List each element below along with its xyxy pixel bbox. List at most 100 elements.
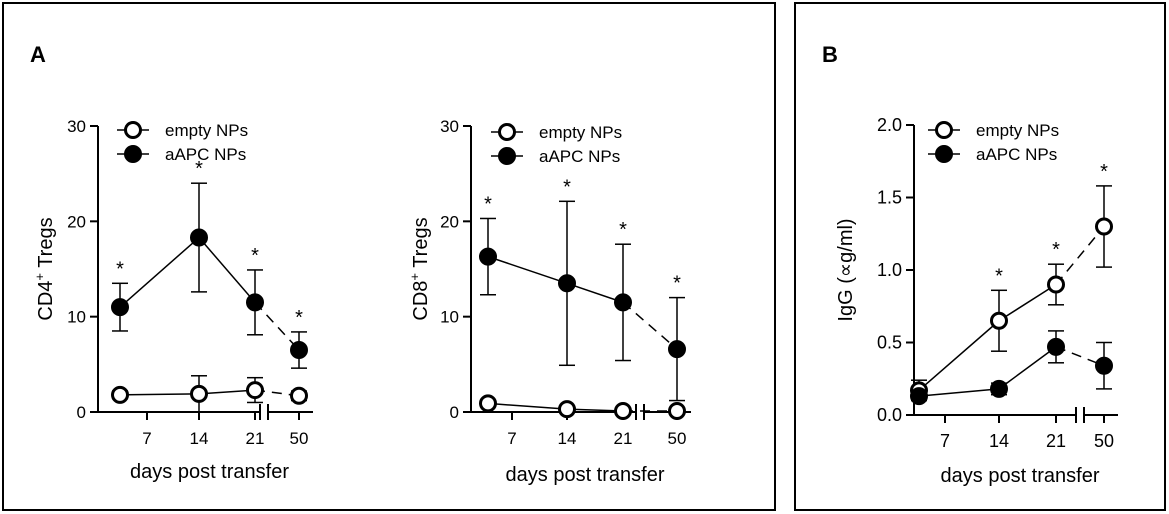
x-tick-label: 7 xyxy=(507,429,516,448)
legend-label: aAPC NPs xyxy=(976,145,1057,164)
series-empty-nps: * * * xyxy=(910,161,1113,402)
y-tick-label: 1.0 xyxy=(877,260,902,280)
data-point xyxy=(614,402,632,421)
data-point xyxy=(910,387,928,406)
significance-star: * xyxy=(673,273,681,295)
chart-3: 0.0 0.5 1.0 1.5 2.0 7 14 21 50 days post transfer… xyxy=(835,115,1118,487)
legend-marker xyxy=(498,123,516,141)
legend-marker xyxy=(935,121,953,139)
data-point xyxy=(614,293,632,312)
y-tick-label: 0.0 xyxy=(877,405,902,425)
y-axis-label: CD8+ Tregs xyxy=(407,217,432,320)
series-line xyxy=(198,237,256,303)
data-point xyxy=(990,311,1008,330)
x-axis-label: days post transfer xyxy=(506,464,665,486)
y-tick-label: 20 xyxy=(67,212,86,231)
y-tick-label: 20 xyxy=(440,212,459,231)
series-line xyxy=(1055,226,1105,285)
series-line xyxy=(566,408,624,412)
data-point xyxy=(668,402,686,421)
series-line xyxy=(918,388,1000,397)
data-point xyxy=(1095,356,1113,375)
significance-star: * xyxy=(195,158,203,180)
data-point xyxy=(1095,217,1113,236)
data-point xyxy=(190,228,208,247)
legend-item: empty NPs xyxy=(117,121,248,140)
legend-marker xyxy=(124,121,142,139)
y-tick-label: 2.0 xyxy=(877,115,902,135)
data-point xyxy=(246,293,264,312)
legend-item: empty NPs xyxy=(491,123,622,142)
x-tick-label: 7 xyxy=(940,431,950,451)
x-tick-label: 14 xyxy=(989,431,1009,451)
data-point xyxy=(190,384,208,403)
y-tick-label: 0 xyxy=(77,403,86,422)
x-axis-label: days post transfer xyxy=(941,465,1100,487)
y-tick-label: 10 xyxy=(440,308,459,327)
series-line xyxy=(487,402,568,410)
panel-a: A xyxy=(2,2,776,511)
series-line xyxy=(198,389,256,395)
significance-star: * xyxy=(295,307,303,329)
legend-label: empty NPs xyxy=(539,123,622,142)
legend-item: empty NPs xyxy=(928,121,1059,140)
series-line xyxy=(119,236,200,308)
data-point xyxy=(246,381,264,400)
series-line xyxy=(119,393,200,396)
panel-letter-b: B xyxy=(822,42,838,67)
y-axis-label-main: CD8 xyxy=(410,281,432,321)
x-axis-label: days post transfer xyxy=(130,461,289,483)
significance-star: * xyxy=(995,265,1003,287)
y-axis-label-superscript: + xyxy=(32,273,47,281)
series-line xyxy=(487,255,568,285)
y-tick-label: 1.5 xyxy=(877,188,902,208)
y-tick-label: 0.5 xyxy=(877,333,902,353)
series-line xyxy=(998,283,1057,322)
x-tick-label: 50 xyxy=(668,429,687,448)
series-line xyxy=(918,320,1000,391)
data-point xyxy=(479,394,497,413)
series-line xyxy=(566,282,624,304)
y-axis-label: IgG (∝g/ml) xyxy=(835,218,857,321)
data-point xyxy=(558,274,576,293)
series-aapc-nps: * * * * xyxy=(111,158,308,369)
y-axis-label-superscript: + xyxy=(407,273,422,281)
legend-label: aAPC NPs xyxy=(539,147,620,166)
x-tick-label: 50 xyxy=(290,429,309,448)
legend-marker xyxy=(498,147,516,165)
legend-label: empty NPs xyxy=(165,121,248,140)
y-axis-label-main: CD4 xyxy=(35,281,57,321)
significance-star: * xyxy=(563,176,571,198)
legend-label: empty NPs xyxy=(976,121,1059,140)
significance-star: * xyxy=(1052,239,1060,261)
series-line xyxy=(254,301,300,351)
series-empty-nps xyxy=(479,394,686,421)
x-tick-label: 14 xyxy=(558,429,577,448)
y-axis-label-rest: Tregs xyxy=(35,217,57,273)
y-axis-label-main: IgG (∝g/ml) xyxy=(835,218,857,321)
legend-label: aAPC NPs xyxy=(165,145,246,164)
significance-star: * xyxy=(619,219,627,241)
significance-star: * xyxy=(484,193,492,215)
y-axis-label-rest: Tregs xyxy=(410,217,432,273)
data-point xyxy=(111,385,129,404)
data-point xyxy=(290,386,308,405)
data-point xyxy=(1047,337,1065,356)
legend-marker xyxy=(124,145,142,163)
x-tick-label: 7 xyxy=(142,429,151,448)
y-tick-label: 0 xyxy=(450,403,459,422)
series-line xyxy=(622,301,678,350)
data-point xyxy=(558,400,576,419)
data-point xyxy=(111,298,129,317)
data-point xyxy=(290,341,308,360)
legend-marker xyxy=(935,145,953,163)
data-point xyxy=(479,247,497,266)
data-point xyxy=(668,340,686,359)
series-empty-nps xyxy=(111,375,308,413)
series-aapc-nps: * * * * xyxy=(479,176,686,402)
data-point xyxy=(990,379,1008,398)
x-tick-label: 21 xyxy=(246,429,265,448)
